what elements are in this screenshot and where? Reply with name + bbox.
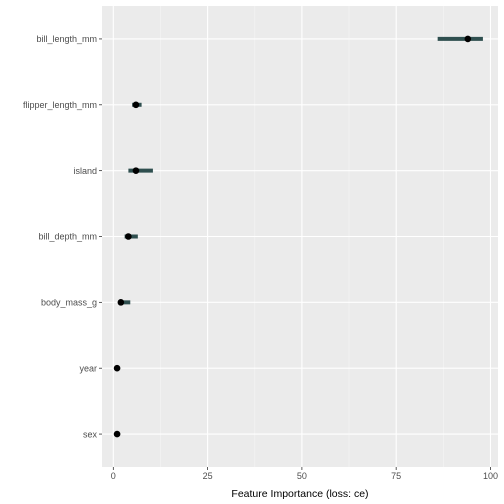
x-tick-label: 0 [111, 471, 116, 481]
y-tick-label-bill_length_mm: bill_length_mm [36, 34, 97, 44]
importance-point-island [132, 167, 140, 174]
importance-point-body_mass_g [117, 299, 125, 306]
y-tick-label-bill_depth_mm: bill_depth_mm [38, 232, 97, 242]
y-tick-label-body_mass_g: body_mass_g [41, 298, 97, 308]
x-tick-label: 75 [391, 471, 401, 481]
x-axis-ticks: 0 25 50 75 100 [111, 467, 498, 481]
x-tick-label: 100 [483, 471, 498, 481]
x-tick-label: 50 [297, 471, 307, 481]
importance-point-bill_depth_mm [125, 233, 132, 240]
y-tick-label-flipper_length_mm: flipper_length_mm [23, 100, 97, 110]
importance-point-flipper_length_mm [132, 101, 140, 109]
y-tick-label-sex: sex [83, 429, 98, 439]
x-axis-title: Feature Importance (loss: ce) [231, 488, 368, 500]
y-tick-label-island: island [73, 166, 97, 176]
y-tick-label-year: year [79, 363, 97, 373]
importance-point-year [113, 364, 121, 372]
x-tick-label: 25 [203, 471, 213, 481]
importance-point-bill_length_mm [464, 35, 472, 43]
importance-point-sex [113, 430, 121, 438]
point-layer [113, 35, 472, 438]
grid-layer [102, 6, 498, 467]
